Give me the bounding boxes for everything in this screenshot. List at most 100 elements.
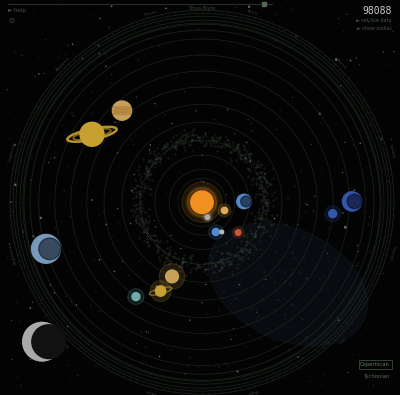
Point (332, 67, 338, 73)
Point (20, 175, 26, 181)
Point (15, 90, 22, 96)
Point (178, 245, 184, 252)
Text: Libra: Libra (146, 388, 157, 395)
Point (4, 162, 10, 168)
Point (135, 108, 141, 114)
Point (174, 309, 180, 316)
Point (128, 18, 134, 24)
Point (96, 308, 103, 314)
Point (8, 317, 15, 324)
Point (310, 374, 316, 380)
Point (66, 362, 72, 368)
Point (246, 70, 253, 77)
Point (248, 306, 255, 312)
Point (168, 257, 175, 263)
Point (12, 4, 18, 10)
Point (60, 24, 67, 31)
Point (362, 278, 368, 284)
Point (166, 78, 172, 84)
Point (381, 385, 388, 391)
Point (264, 383, 270, 389)
Point (259, 252, 266, 258)
Point (297, 152, 304, 158)
Point (132, 131, 139, 137)
Point (298, 168, 305, 175)
Point (141, 88, 147, 94)
Point (106, 143, 113, 149)
Point (212, 81, 219, 87)
Point (148, 186, 154, 193)
Point (68, 19, 74, 25)
Point (106, 24, 112, 30)
Point (67, 259, 73, 265)
Point (30, 233, 36, 239)
Point (377, 70, 384, 77)
Point (49, 59, 55, 65)
Point (164, 173, 171, 179)
Point (380, 320, 386, 326)
Point (119, 258, 126, 265)
Point (114, 205, 121, 212)
Point (372, 177, 379, 183)
Point (308, 141, 314, 147)
Point (12, 8, 19, 14)
Point (171, 92, 178, 98)
Point (302, 107, 308, 113)
Point (334, 52, 340, 58)
Point (41, 62, 48, 68)
Point (48, 234, 55, 240)
Point (166, 153, 172, 160)
Point (244, 139, 250, 146)
Point (164, 109, 170, 115)
Point (142, 201, 148, 208)
Point (205, 94, 211, 100)
Point (333, 27, 339, 34)
Point (118, 179, 124, 185)
Point (324, 98, 330, 104)
Text: Aries: Aries (247, 9, 258, 16)
Point (290, 144, 296, 150)
Point (211, 144, 217, 150)
Point (184, 280, 190, 287)
Point (88, 122, 94, 129)
Point (36, 277, 42, 283)
Point (229, 323, 235, 329)
Point (309, 85, 316, 91)
Point (342, 181, 348, 188)
Point (15, 167, 21, 173)
Point (111, 382, 118, 389)
Point (296, 69, 302, 75)
Point (88, 90, 95, 96)
Point (310, 208, 317, 214)
Point (388, 201, 395, 208)
Point (45, 303, 51, 309)
Point (322, 304, 329, 310)
Point (387, 21, 394, 27)
Point (267, 311, 273, 317)
Point (266, 13, 272, 19)
Point (16, 223, 22, 229)
Point (7, 59, 13, 66)
Point (18, 199, 25, 205)
Point (9, 98, 15, 104)
Point (95, 164, 102, 170)
Point (68, 375, 74, 382)
Point (312, 212, 318, 218)
Point (377, 288, 384, 294)
Point (116, 4, 122, 10)
Point (97, 15, 103, 22)
Point (245, 220, 252, 226)
Point (302, 149, 308, 155)
Point (313, 272, 319, 278)
Point (168, 232, 174, 239)
Point (368, 119, 374, 125)
Point (212, 364, 218, 370)
Point (51, 154, 58, 161)
Point (213, 377, 219, 383)
Point (211, 117, 218, 123)
Point (236, 282, 243, 288)
Point (368, 13, 375, 20)
Point (370, 45, 377, 52)
Point (308, 85, 314, 91)
Point (380, 270, 386, 276)
